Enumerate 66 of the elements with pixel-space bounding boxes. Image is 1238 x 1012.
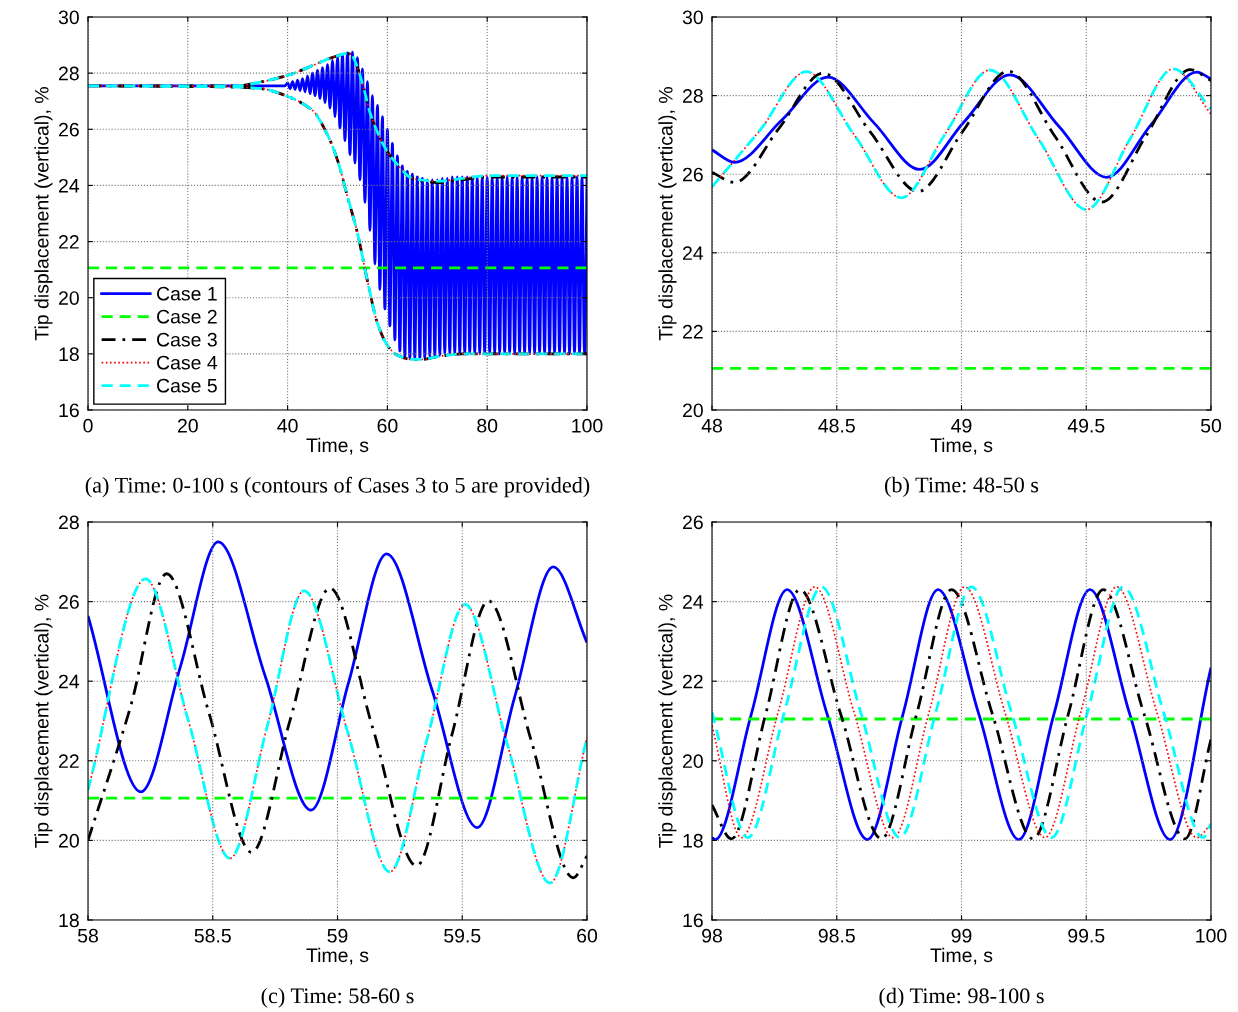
x-axis-title: Time, s [930, 947, 993, 965]
y-tick-label: 28 [59, 515, 79, 530]
x-tick-label: 80 [477, 418, 498, 433]
y-axis-title: Tip displacement (vertical), % [658, 594, 677, 848]
y-tick-label: 20 [59, 833, 79, 848]
y-tick-label: 28 [59, 66, 79, 81]
y-tick-label: 18 [59, 913, 79, 928]
y-tick-label: 30 [682, 10, 703, 25]
y-axis-title: Tip displacement (vertical), % [34, 87, 53, 341]
y-tick-label: 20 [59, 291, 79, 305]
x-tick-label: 0 [83, 418, 93, 433]
text: (a) Time: 0-100 s (contours of Cases 3 to 5 are provided) [85, 476, 590, 498]
y-tick-label: 24 [683, 595, 704, 609]
y-axis-title: Tip displacement (vertical), % [34, 594, 53, 848]
x-tick-label: 50 [1200, 418, 1222, 433]
legend-label: Case 3 [157, 332, 217, 347]
x-tick-label: 100 [572, 418, 603, 433]
y-axis-title: Tip displacement (vertical), % [658, 87, 677, 341]
y-tick-label: 18 [59, 347, 79, 362]
y-tick-label: 22 [683, 674, 703, 689]
y-tick-label: 22 [683, 324, 703, 339]
y-tick-label: 20 [683, 754, 703, 769]
legend-label: Case 1 [157, 286, 217, 301]
text: (d) Time: 98-100 s [879, 987, 1044, 1008]
x-axis-title: Time, s [306, 947, 369, 965]
x-tick-label: 20 [177, 418, 198, 433]
x-tick-label: 58.5 [194, 928, 231, 943]
x-axis-title: Time, s [306, 437, 369, 455]
y-tick-label: 24 [59, 674, 80, 689]
y-tick-label: 26 [59, 595, 79, 609]
x-tick-label: 59 [327, 928, 348, 943]
x-tick-label: 58 [77, 928, 98, 943]
x-tick-label: 98.5 [818, 928, 855, 943]
x-tick-label: 60 [377, 418, 398, 433]
x-tick-label: 98 [702, 928, 722, 943]
y-tick-label: 16 [59, 403, 79, 418]
x-tick-label: 48.5 [818, 418, 855, 433]
text: (b) Time: 48-50 s [884, 476, 1039, 497]
y-tick-label: 22 [59, 235, 79, 249]
y-tick-label: 26 [683, 515, 703, 530]
line-series [712, 70, 1211, 179]
y-tick-label: 26 [683, 167, 703, 182]
x-tick-label: 59.5 [444, 928, 481, 943]
y-tick-label: 26 [59, 122, 79, 137]
x-tick-label: 99.5 [1068, 928, 1105, 943]
y-tick-label: 24 [683, 246, 704, 260]
y-tick-label: 22 [59, 754, 79, 768]
legend-label: Case 2 [157, 309, 217, 324]
line-series [88, 540, 587, 830]
x-tick-label: 48 [701, 418, 722, 433]
x-axis-title: Time, s [930, 437, 993, 455]
y-tick-label: 24 [59, 178, 80, 193]
x-tick-label: 99 [951, 928, 972, 943]
y-tick-label: 28 [683, 89, 703, 103]
legend-label: Case 4 [157, 355, 218, 370]
legend-label: Case 5 [157, 378, 217, 393]
x-tick-label: 40 [277, 418, 298, 433]
y-tick-label: 30 [58, 10, 79, 25]
y-tick-label: 20 [683, 403, 703, 418]
y-tick-label: 16 [683, 913, 703, 928]
text: (c) Time: 58-60 s [261, 987, 414, 1008]
x-tick-label: 49.5 [1067, 418, 1105, 433]
x-tick-label: 60 [577, 928, 598, 943]
x-tick-label: 100 [1196, 928, 1227, 943]
y-tick-label: 18 [683, 833, 703, 848]
x-tick-label: 49 [951, 418, 972, 433]
